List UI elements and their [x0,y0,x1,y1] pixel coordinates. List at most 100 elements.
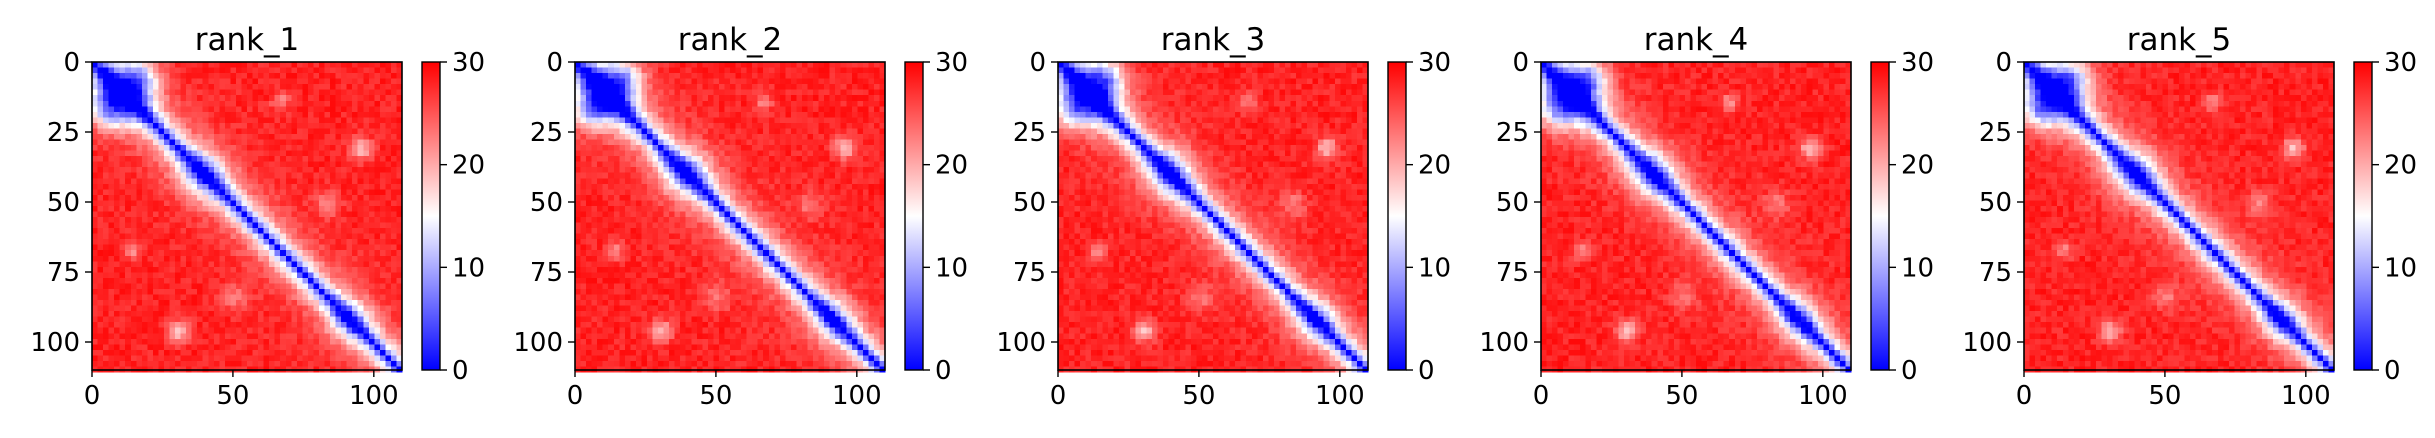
heatmap-cell [790,205,798,213]
heatmap-cell [385,338,392,345]
heatmap-cell [125,205,132,213]
heatmap-cell [208,194,215,201]
heatmap-cell [796,73,803,80]
heatmap-cell [752,62,759,69]
heatmap-cell [247,300,254,307]
heatmap-cell [125,145,132,152]
heatmap-cell [341,178,348,185]
heatmap-cell [92,327,99,334]
heatmap-cell [191,217,198,224]
heatmap-cell [846,205,853,213]
heatmap-cell [813,89,820,96]
heatmap-cell [92,355,99,362]
heatmap-cell [586,178,593,185]
heatmap-cell [652,95,659,102]
heatmap-cell [741,78,748,85]
heatmap-cell [324,311,331,318]
heatmap-cell [307,244,315,251]
heatmap-cell [175,194,182,201]
heatmap-cell [141,222,148,229]
heatmap-cell [718,111,726,118]
heatmap-cell [396,294,403,301]
heatmap-cell [313,106,320,113]
heatmap-cell [269,167,276,174]
heatmap-cell [862,106,869,113]
heatmap-cell [252,133,259,141]
heatmap-cell [374,338,381,345]
heatmap-cell [774,84,781,91]
heatmap-cell [208,311,215,318]
heatmap-cell [352,189,359,196]
heatmap-cell [180,322,187,329]
heatmap-cell [92,255,99,262]
heatmap-cell [724,172,731,179]
heatmap-cell [208,78,215,85]
heatmap-cell [302,300,309,307]
heatmap-cell [186,294,193,301]
heatmap-cell [613,183,620,190]
heatmap-cell [341,349,348,356]
heatmap-cell [169,228,176,235]
heatmap-cell [363,89,370,96]
heatmap-cell [258,100,265,107]
heatmap-cell [385,178,392,185]
heatmap-cell [186,128,193,135]
heatmap-cell [147,133,154,141]
heatmap-cell [396,344,403,351]
heatmap-cell [274,316,281,323]
heatmap-cell [785,228,792,235]
heatmap-cell [97,211,104,218]
heatmap-cell [247,145,254,152]
heatmap-cell [296,283,303,290]
heatmap-cell [357,344,364,351]
heatmap-cell [602,133,609,141]
heatmap-cell [280,327,287,334]
heatmap-cell [186,167,193,174]
heatmap-cell [379,288,386,296]
heatmap-cell [363,62,370,69]
heatmap-cell [335,156,342,163]
heatmap-cell [768,239,775,246]
heatmap-cell [97,84,104,91]
heatmap-cell [224,95,231,102]
heatmap-cell [263,156,270,163]
x-tick-label: 100 [349,381,399,411]
heatmap-cell [608,89,615,96]
heatmap-cell [608,167,615,174]
heatmap-cell [141,62,148,69]
heatmap-cell [186,266,193,273]
heatmap-cell [724,228,731,235]
heatmap-cell [785,139,792,146]
heatmap-cell [857,172,864,179]
heatmap-cell [219,194,226,201]
heatmap-cell [252,349,259,356]
heatmap-cell [379,283,386,290]
heatmap-cell [158,283,165,290]
heatmap-cell [613,205,620,213]
heatmap-cell [768,106,775,113]
heatmap-cell [274,233,281,240]
heatmap-cell [191,145,198,152]
heatmap-cell [868,156,875,163]
heatmap-cell [302,316,309,323]
heatmap-cell [147,250,154,257]
heatmap-cell [92,272,99,279]
heatmap-cell [252,266,259,273]
heatmap-cell [114,217,121,224]
heatmap-cell [818,73,825,80]
heatmap-cell [141,217,148,224]
heatmap-cell [175,322,182,329]
heatmap-cell [352,117,359,124]
heatmap-cell [575,122,582,130]
heatmap-cell [873,150,881,157]
heatmap-cell [586,150,593,157]
heatmap-cell [141,84,148,91]
heatmap-cell [685,217,692,224]
heatmap-cell [630,62,637,69]
heatmap-cell [352,355,359,362]
heatmap-cell [602,84,609,91]
heatmap-cell [379,156,386,163]
heatmap-cell [851,200,858,207]
heatmap-cell [368,145,375,152]
